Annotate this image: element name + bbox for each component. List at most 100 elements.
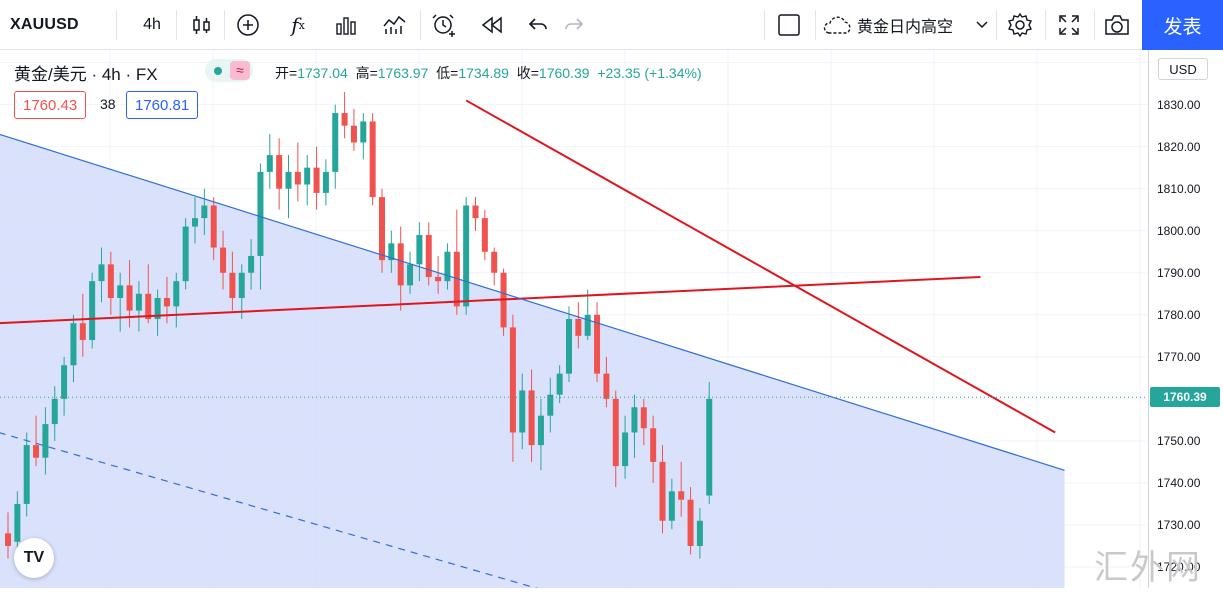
price-tick-label: 1810.00: [1157, 181, 1201, 196]
candle-body: [491, 251, 498, 273]
candle-body: [51, 398, 58, 425]
camera-icon[interactable]: [1096, 0, 1138, 50]
candle-body: [397, 243, 404, 286]
candle-body: [322, 171, 329, 193]
candle-body: [696, 520, 703, 546]
high-label: 高: [355, 65, 370, 81]
candle-body: [341, 113, 348, 126]
candle-body: [687, 499, 694, 546]
candle-body: [509, 327, 516, 433]
candle-body: [528, 390, 535, 446]
candle-body: [154, 297, 161, 319]
candle-body: [435, 276, 442, 282]
symbol-search-button[interactable]: XAUUSD: [10, 16, 79, 33]
price-tick-label: 1780.00: [1157, 307, 1201, 322]
publish-button[interactable]: 发表: [1142, 0, 1223, 50]
blue-trendline: [0, 432, 538, 588]
price-tick-label: 1750.00: [1157, 433, 1201, 448]
replay-icon[interactable]: [472, 0, 512, 50]
candle-body: [547, 394, 554, 416]
toolbar-divider: [224, 10, 225, 40]
candle-body: [33, 445, 40, 458]
legend-title: 黄金/美元 · 4h · FX: [14, 65, 158, 84]
blue-trendline: [0, 133, 1065, 471]
close-label: 收: [516, 65, 531, 81]
candle-body: [379, 197, 385, 261]
candle-body: [173, 281, 180, 307]
price-tick-label: 1790.00: [1157, 265, 1201, 280]
candle-body: [472, 205, 479, 219]
red-trendline: [465, 99, 1056, 434]
price-tick-label: 1830.00: [1157, 97, 1201, 112]
price-tick-label: 1740.00: [1157, 475, 1201, 490]
undo-icon[interactable]: [518, 0, 558, 50]
chart-pane[interactable]: [0, 50, 1148, 588]
toolbar-divider: [1045, 10, 1046, 40]
candle-body: [566, 319, 572, 374]
candles-icon[interactable]: [182, 0, 222, 50]
candle-body: [61, 365, 68, 399]
candle-body: [192, 218, 198, 227]
candle-body: [304, 167, 311, 185]
site-watermark: 汇外网: [1094, 548, 1202, 588]
sell-price-button[interactable]: 1760.43: [14, 91, 87, 119]
price-tick-label: 1720.00: [1157, 559, 1201, 574]
candle-body: [575, 319, 582, 336]
candle-body: [70, 323, 77, 366]
fullscreen-icon[interactable]: [1048, 0, 1090, 50]
candle-body: [294, 171, 301, 185]
candle-body: [313, 167, 320, 193]
gear-icon[interactable]: [999, 0, 1041, 50]
toolbar-divider: [764, 10, 765, 40]
candle-body: [556, 373, 563, 395]
buy-price-button[interactable]: 1760.81: [126, 91, 199, 119]
wave-icon: ≈: [230, 61, 250, 80]
price-chart[interactable]: [0, 50, 1148, 588]
candle-body: [163, 297, 170, 307]
add-indicator-icon[interactable]: [228, 0, 268, 50]
high-value: 1763.97: [377, 65, 429, 81]
templates-icon[interactable]: [375, 0, 415, 50]
price-tick-label: 1800.00: [1157, 223, 1201, 238]
candle-body: [416, 234, 423, 265]
candle-body: [89, 281, 96, 341]
candle-body: [257, 171, 264, 256]
candle-body: [706, 398, 713, 496]
open-value: 1737.04: [297, 65, 348, 81]
candle-body: [369, 121, 376, 198]
market-status-pill[interactable]: ≈: [205, 59, 253, 82]
candle-body: [182, 226, 189, 282]
candle-body: [42, 424, 49, 458]
select-box-icon[interactable]: [768, 0, 810, 50]
candle-body: [481, 218, 488, 252]
candle-body: [98, 264, 105, 282]
spread-value: 38: [100, 96, 116, 112]
price-axis[interactable]: 1840.001830.001820.001810.001800.001790.…: [1148, 50, 1223, 588]
candle-body: [332, 113, 339, 172]
currency-selector[interactable]: USD: [1158, 58, 1208, 80]
market-open-dot-icon: [214, 67, 222, 75]
candle-body: [266, 155, 273, 172]
timeframe-button[interactable]: 4h: [143, 16, 161, 33]
candle-body: [238, 272, 245, 298]
ohlc-values: 开=1737.04 高=1763.97 低=1734.89 收=1760.39 …: [275, 65, 702, 81]
candle-body: [444, 251, 451, 282]
candle-body: [220, 247, 227, 273]
candle-body: [519, 390, 526, 433]
toolbar-divider: [1094, 10, 1095, 40]
toolbar-divider: [815, 10, 816, 40]
candle-body: [5, 533, 11, 546]
candle-body: [276, 155, 283, 189]
candle-body: [640, 407, 647, 429]
chevron-down-icon[interactable]: [970, 0, 994, 50]
candle-body: [135, 293, 142, 311]
candle-body: [612, 398, 619, 467]
redo-icon[interactable]: [554, 0, 594, 50]
tradingview-logo[interactable]: TV: [14, 538, 54, 578]
bar-chart-icon[interactable]: [326, 0, 366, 50]
layout-name-button[interactable]: 黄金日内高空: [857, 19, 954, 36]
open-label: 开: [275, 65, 289, 81]
symbol-legend[interactable]: 黄金/美元 · 4h · FX: [14, 60, 158, 85]
alert-icon[interactable]: [424, 0, 464, 50]
